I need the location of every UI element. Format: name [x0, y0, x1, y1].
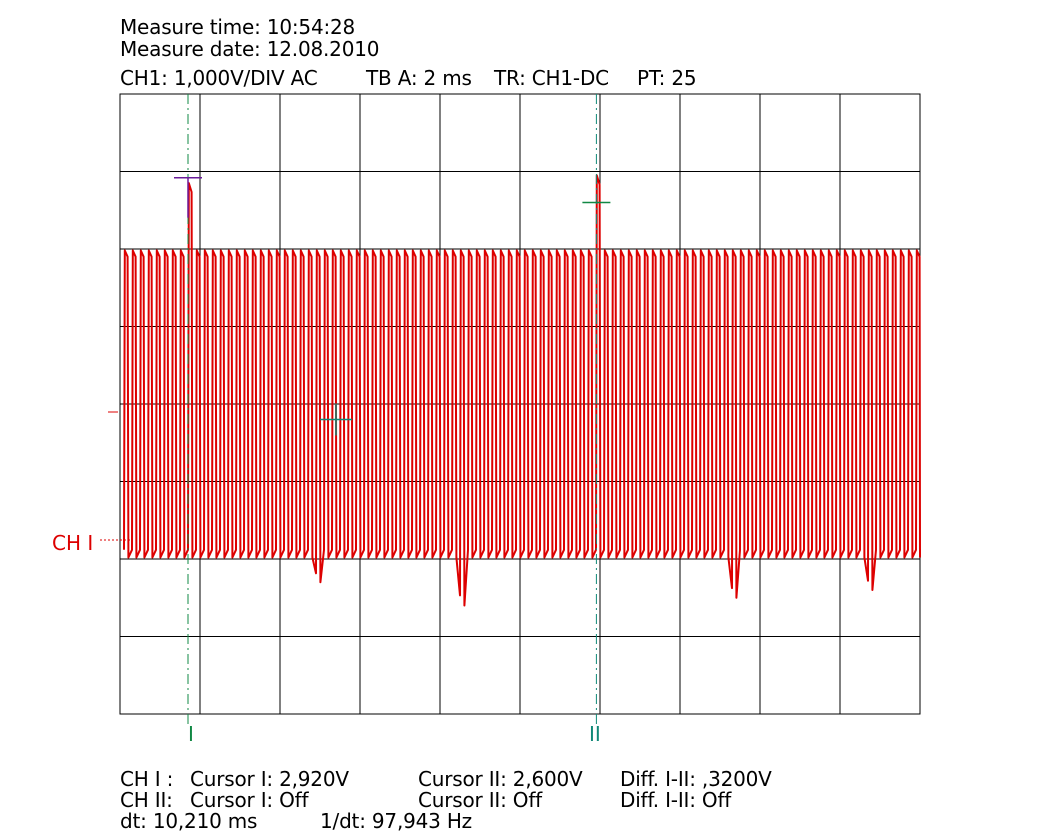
ch2-diff-readout: Diff. I-II: Off	[620, 788, 732, 812]
ch1-setting: CH1: 1,000V/DIV AC	[120, 66, 318, 90]
ch1-cursor2-readout: Cursor II: 2,600V	[418, 767, 583, 791]
ch1-readout-prefix: CH I :	[120, 767, 174, 791]
measure-date: Measure date: 12.08.2010	[120, 37, 380, 61]
ch1-diff-readout: Diff. I-II: ,3200V	[620, 767, 772, 791]
inverse-dt-readout: 1/dt: 97,943 Hz	[320, 809, 472, 833]
ch2-cursor2-readout: Cursor II: Off	[418, 788, 543, 812]
pt-value: PT: 25	[637, 66, 697, 90]
trigger: TR: CH1-DC	[494, 66, 609, 90]
dt-readout: dt: 10,210 ms	[120, 809, 258, 833]
cursor-1-label: I	[188, 722, 194, 746]
channel-label: CH I	[52, 531, 93, 555]
ch1-trace	[123, 174, 921, 607]
ch1-cursor1-readout: Cursor I: 2,920V	[190, 767, 349, 791]
timebase: TB A: 2 ms	[366, 66, 472, 90]
cursor-2-label: II	[589, 722, 601, 746]
ch2-readout-prefix: CH II:	[120, 788, 173, 812]
cursors	[174, 94, 611, 728]
ch2-cursor1-readout: Cursor I: Off	[190, 788, 309, 812]
measure-time: Measure time: 10:54:28	[120, 15, 356, 39]
